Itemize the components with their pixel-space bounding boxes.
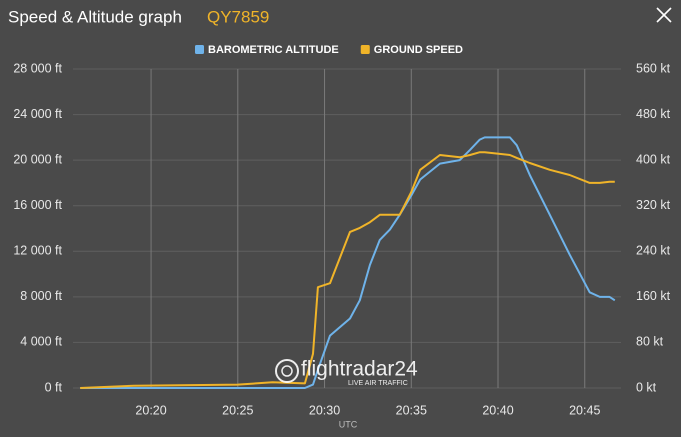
watermark-tagline: LIVE AIR TRAFFIC — [348, 380, 408, 387]
x-tick-label: 20:25 — [222, 403, 253, 417]
flight-id: QY7859 — [207, 7, 269, 26]
y2-tick-label: 240 kt — [636, 244, 671, 258]
x-tick-label: 20:20 — [135, 403, 166, 417]
chart-title: Speed & Altitude graph — [8, 7, 182, 26]
x-tick-label: 20:35 — [396, 403, 427, 417]
plot — [80, 136, 616, 389]
series-line — [80, 136, 616, 389]
y2-tick-label: 80 kt — [636, 335, 664, 349]
legend-label: BAROMETRIC ALTITUDE — [208, 44, 339, 56]
y2-tick-label: 0 kt — [636, 380, 657, 394]
legend-swatch — [360, 45, 370, 54]
y-tick-label: 8 000 ft — [20, 289, 62, 303]
x-tick-label: 20:30 — [309, 403, 340, 417]
y2-tick-label: 320 kt — [636, 198, 671, 212]
y-tick-label: 16 000 ft — [13, 198, 62, 212]
legend-swatch — [195, 45, 204, 54]
legend-label: GROUND SPEED — [374, 44, 463, 56]
series-line — [80, 151, 615, 389]
x-tick-label: 20:45 — [569, 403, 600, 417]
x-axis-label: UTC — [339, 419, 358, 429]
y-tick-label: 24 000 ft — [13, 107, 62, 121]
watermark: flightradar24 LIVE AIR TRAFFIC — [275, 358, 418, 387]
y2-tick-label: 480 kt — [636, 107, 671, 121]
y2-tick-label: 160 kt — [636, 289, 671, 303]
y-tick-label: 12 000 ft — [13, 244, 62, 258]
y2-tick-label: 400 kt — [636, 152, 671, 166]
watermark-brand: flightradar24 — [301, 358, 418, 381]
labels: 0 ft 4 000 ft 8 000 ft 12 000 ft 16 000 ft 20… — [13, 44, 670, 417]
y2-tick-label: 560 kt — [636, 61, 671, 75]
y-tick-label: 28 000 ft — [13, 61, 62, 75]
x-tick-label: 20:40 — [482, 403, 513, 417]
close-button[interactable] — [656, 7, 672, 23]
y-tick-label: 20 000 ft — [13, 152, 62, 166]
y-tick-label: 0 ft — [45, 380, 63, 394]
y-tick-label: 4 000 ft — [20, 335, 62, 349]
